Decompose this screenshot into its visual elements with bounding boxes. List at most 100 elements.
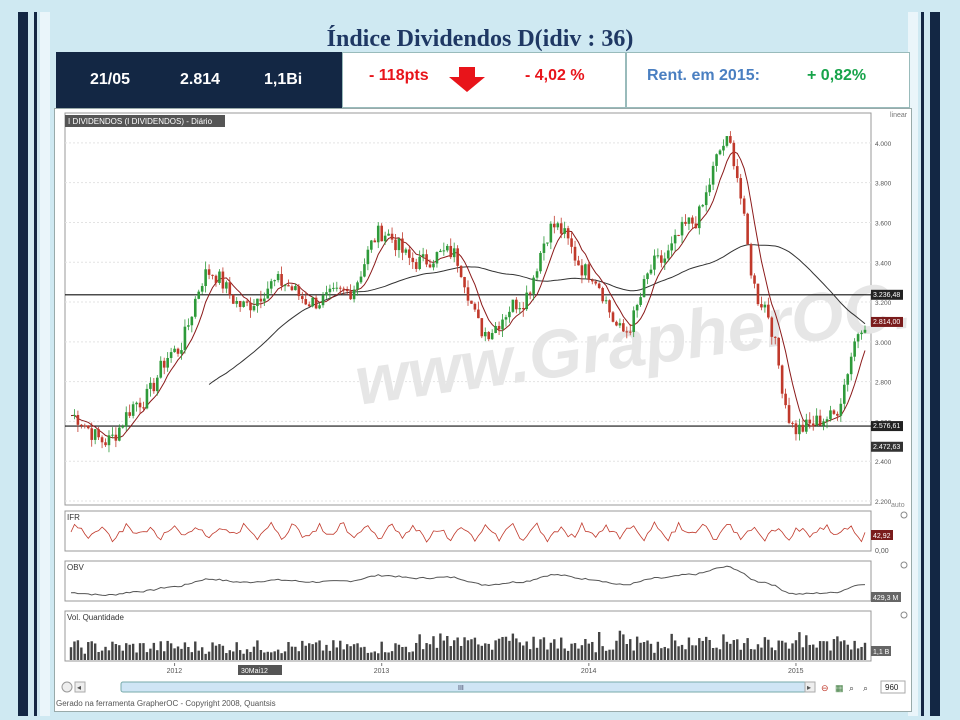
close-volume-icon[interactable] <box>900 611 908 619</box>
volume-bar <box>656 641 660 660</box>
volume-bar <box>560 637 563 660</box>
ifr-value-bg <box>871 530 893 540</box>
volume-bar <box>518 642 521 660</box>
candle-body <box>770 317 774 337</box>
candle-body <box>856 334 860 342</box>
level-tag-last: 2.814,00 <box>871 316 903 327</box>
candle-body <box>111 434 114 436</box>
rent-label: Rent. em 2015: <box>647 67 760 84</box>
volume-bar <box>580 645 584 660</box>
volume-bar <box>729 643 732 660</box>
volume-bar <box>335 647 339 660</box>
chart-type-icon[interactable]: ▦ <box>835 683 844 693</box>
volume-bar <box>642 642 646 660</box>
obv-value-bg <box>871 592 901 602</box>
zoom-out-icon[interactable]: ⌕ <box>849 683 854 693</box>
candle-body <box>825 419 829 422</box>
candle-body <box>273 280 276 282</box>
volume-bar <box>415 642 418 660</box>
candle-body <box>577 260 580 266</box>
candle-body <box>373 240 377 243</box>
auto-label: auto <box>891 502 905 509</box>
candle-body <box>563 228 566 234</box>
zoom-in-icon[interactable]: ⌕ <box>863 683 868 693</box>
volume-bar <box>528 649 532 660</box>
volume-bar <box>504 636 508 660</box>
volume-bar <box>180 648 183 660</box>
volume-bar <box>601 646 604 660</box>
y-tick-label: 3.600 <box>875 220 892 227</box>
close-obv-icon[interactable] <box>900 561 908 569</box>
volume-bar <box>276 649 280 660</box>
volume-bar <box>532 636 535 660</box>
candle-body <box>193 298 197 317</box>
candle-body <box>159 360 163 378</box>
volume-bar <box>722 634 725 660</box>
volume-bar <box>497 638 501 660</box>
volume-bar <box>249 651 252 660</box>
y-tick-label: 3.400 <box>875 260 892 267</box>
candle-body <box>594 281 598 284</box>
candle-body <box>414 262 418 269</box>
zoom-box[interactable] <box>880 680 906 694</box>
candle-body <box>283 285 287 287</box>
volume-bar <box>363 646 366 660</box>
candle-body <box>805 419 808 432</box>
candle-body <box>628 331 632 333</box>
candle-body <box>445 245 449 251</box>
candle-body <box>794 423 798 435</box>
candle-body <box>425 254 428 265</box>
volume-bar <box>753 649 756 660</box>
change-points: - 118pts <box>369 67 429 84</box>
candle-body <box>573 246 577 261</box>
candle-body <box>314 297 318 309</box>
volume-bar <box>836 636 839 660</box>
volume-bar <box>245 649 249 660</box>
candle-body <box>849 356 853 375</box>
volume-bar <box>232 651 235 660</box>
volume-bar <box>711 647 715 660</box>
candle-body <box>704 192 708 206</box>
settings-icon[interactable] <box>61 681 73 693</box>
candle-body <box>318 305 321 309</box>
volume-bar <box>618 630 622 660</box>
volume-bar <box>294 646 297 660</box>
candle-body <box>660 255 663 263</box>
frame-inner-left <box>40 12 50 716</box>
volume-bar <box>563 648 566 660</box>
volume-bar <box>629 639 632 660</box>
panel-title: I DIVIDENDOS (I DIVIDENDOS) - Diário <box>68 117 213 126</box>
close-ifr-icon[interactable] <box>900 511 908 519</box>
volume-bar <box>138 643 142 660</box>
candle-body <box>497 325 501 330</box>
candle-body <box>860 332 863 335</box>
candle-body <box>114 434 118 441</box>
candle-body <box>832 410 836 414</box>
volume-bar <box>308 643 311 660</box>
volume-bar <box>635 636 639 660</box>
time-scrollbar[interactable] <box>120 681 812 693</box>
volume-bar <box>615 640 618 660</box>
candle-body <box>276 274 280 281</box>
scroll-right-button[interactable] <box>804 681 816 693</box>
volume-bar <box>287 642 290 660</box>
volume-bar <box>856 648 860 660</box>
volume-bar <box>694 645 698 660</box>
candle-body <box>646 273 649 280</box>
down-arrow-icon <box>447 65 487 98</box>
candle-body <box>590 279 594 282</box>
obv-panel <box>64 560 872 602</box>
candle-body <box>635 304 639 311</box>
volume-bar <box>584 638 587 660</box>
volume-bar <box>166 640 169 660</box>
volume-bar <box>87 642 90 660</box>
volume-bar <box>152 642 156 660</box>
candle-body <box>784 393 787 406</box>
candle-body <box>456 248 459 266</box>
volume-bar <box>632 650 635 660</box>
zoom-reset-icon[interactable]: ⊖ <box>821 683 829 693</box>
ifr-axis-zero: 0,00 <box>875 548 889 555</box>
volume-bar <box>687 637 691 660</box>
scroll-left-button[interactable] <box>74 681 86 693</box>
